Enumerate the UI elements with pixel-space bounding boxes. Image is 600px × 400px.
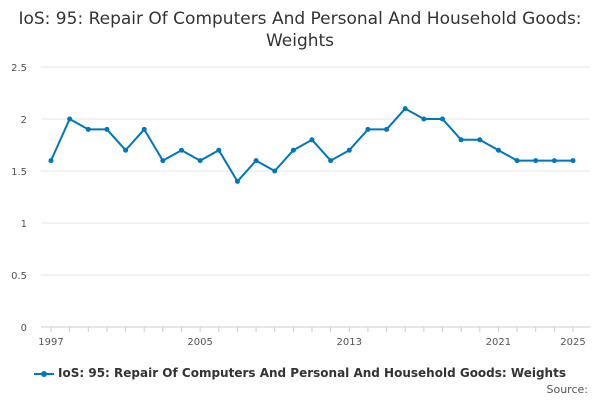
data-point[interactable] bbox=[179, 147, 184, 153]
series-line-group bbox=[48, 106, 576, 184]
y-tick-label: 1 bbox=[21, 219, 27, 230]
x-tick-label: 1997 bbox=[38, 337, 63, 348]
y-tick-label: 0.5 bbox=[11, 271, 27, 282]
data-point[interactable] bbox=[458, 137, 464, 143]
data-point[interactable] bbox=[495, 147, 501, 153]
data-point[interactable] bbox=[551, 158, 557, 164]
data-point[interactable] bbox=[309, 137, 315, 143]
data-point[interactable] bbox=[48, 158, 54, 164]
y-tick-label: 0 bbox=[21, 323, 27, 334]
x-tick-label: 2013 bbox=[337, 337, 362, 348]
data-point[interactable] bbox=[290, 147, 296, 153]
data-point[interactable] bbox=[141, 126, 147, 132]
x-tick-label: 2025 bbox=[560, 337, 585, 348]
data-point[interactable] bbox=[104, 126, 110, 132]
data-point[interactable] bbox=[533, 158, 539, 164]
data-point[interactable] bbox=[123, 147, 129, 153]
x-tick-label: 2005 bbox=[187, 337, 212, 348]
legend-series-label: IoS: 95: Repair Of Computers And Persona… bbox=[58, 366, 566, 380]
y-tick-label: 2 bbox=[21, 115, 27, 126]
data-point[interactable] bbox=[85, 126, 91, 132]
legend-series-marker-icon bbox=[34, 369, 55, 379]
data-point[interactable] bbox=[402, 106, 408, 112]
data-point[interactable] bbox=[216, 147, 222, 153]
grid-lines bbox=[41, 66, 590, 276]
data-point[interactable] bbox=[346, 147, 352, 153]
y-axis-labels: 0 0.5 1 1.5 2 2.5 bbox=[11, 63, 27, 334]
x-axis bbox=[41, 326, 590, 332]
data-point[interactable] bbox=[67, 116, 73, 122]
y-tick-label: 1.5 bbox=[11, 167, 27, 178]
data-point[interactable] bbox=[160, 158, 166, 164]
source-label: Source: bbox=[546, 383, 589, 396]
chart-title: IoS: 95: Repair Of Computers And Persona… bbox=[18, 9, 582, 51]
data-point[interactable] bbox=[328, 158, 334, 164]
data-point[interactable] bbox=[421, 116, 427, 122]
data-point[interactable] bbox=[477, 137, 483, 143]
data-point[interactable] bbox=[440, 116, 445, 122]
data-point[interactable] bbox=[514, 158, 520, 164]
data-point[interactable] bbox=[197, 158, 203, 164]
x-axis-labels: 1997 2005 2013 2021 2025 bbox=[38, 337, 585, 348]
series-line bbox=[50, 107, 573, 183]
data-point[interactable] bbox=[365, 126, 371, 132]
data-point[interactable] bbox=[570, 158, 576, 164]
legend[interactable]: IoS: 95: Repair Of Computers And Persona… bbox=[0, 366, 600, 380]
y-tick-label: 2.5 bbox=[11, 63, 27, 74]
x-tick-label: 2021 bbox=[486, 337, 511, 348]
data-point[interactable] bbox=[272, 168, 278, 174]
data-point[interactable] bbox=[253, 158, 259, 164]
data-point[interactable] bbox=[234, 178, 240, 184]
data-point[interactable] bbox=[384, 126, 390, 132]
